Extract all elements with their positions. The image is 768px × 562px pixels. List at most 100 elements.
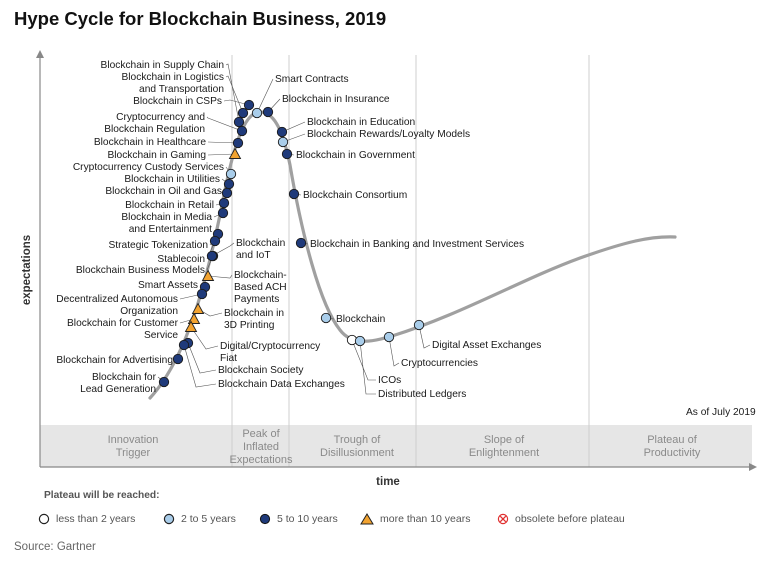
point-marker [196, 288, 208, 300]
point-marker [221, 187, 233, 199]
legend-label-2to5: 2 to 5 years [181, 513, 236, 525]
leader-line [211, 242, 235, 257]
point-label: Blockchain in 3D Printing [224, 308, 284, 331]
point-label: Blockchain for Lead Generation [80, 372, 156, 395]
point-marker [172, 353, 184, 365]
point-label: Digital Asset Exchanges [432, 340, 541, 351]
point-label: Blockchain in Utilities [124, 174, 220, 185]
point-marker [320, 312, 332, 324]
point-label: Digital/Cryptocurrency Fiat [220, 341, 321, 364]
legend-marker-gt10 [360, 513, 374, 525]
y-axis-label: expectations [21, 235, 33, 305]
legend-item-obsolete: obsolete before plateau [497, 513, 625, 525]
leader-line [223, 99, 250, 106]
point-label: Blockchain for Advertising [56, 355, 173, 366]
point-label: Blockchain-Based ACH Payments [234, 270, 287, 305]
chart-title: Hype Cycle for Blockchain Business, 2019 [14, 8, 387, 29]
point-marker [262, 106, 274, 118]
as-of-date: As of July 2019 [686, 407, 756, 418]
x-axis-arrow [749, 463, 757, 471]
point-label: Blockchain in Banking and Investment Ser… [310, 239, 524, 250]
legend-title: Plateau will be reached: [44, 490, 160, 501]
legend-item-gt10: more than 10 years [360, 513, 470, 525]
point-label: Blockchain in Retail [125, 200, 214, 211]
leader-line [190, 326, 219, 350]
point-marker [383, 331, 395, 343]
point-label: Blockchain Consortium [303, 190, 407, 201]
legend-label-lt2: less than 2 years [56, 513, 136, 525]
point-marker [217, 207, 229, 219]
point-marker [228, 147, 242, 159]
point-label: Blockchain in CSPs [133, 96, 222, 107]
point-marker [178, 339, 190, 351]
point-marker [277, 136, 289, 148]
point-marker [243, 99, 255, 111]
point-label: Blockchain [336, 314, 385, 325]
legend-item-lt2: less than 2 years [38, 513, 135, 525]
leader-line [351, 339, 376, 381]
point-marker [354, 335, 366, 347]
point-label: Blockchain in Insurance [282, 94, 390, 105]
leader-line [359, 340, 376, 395]
leader-line [256, 78, 274, 114]
point-label: Cryptocurrency and Blockchain Regulation [104, 112, 205, 135]
point-marker [237, 107, 249, 119]
point-marker [191, 302, 205, 314]
point-label: Blockchain in Education [307, 117, 415, 128]
point-label: Decentralized Autonomous Organization [56, 294, 178, 317]
point-label: Blockchain Business Models [76, 265, 205, 276]
point-label: Blockchain Rewards/Loyalty Models [307, 129, 470, 140]
point-marker [209, 235, 221, 247]
leader-line [418, 324, 431, 349]
point-label: Blockchain and IoT [236, 238, 285, 261]
point-label: Cryptocurrencies [401, 358, 478, 369]
point-label: Smart Assets [138, 280, 198, 291]
point-label: Cryptocurrency Custody Services [73, 162, 224, 173]
point-label: Distributed Ledgers [378, 389, 466, 400]
leader-line [187, 342, 217, 374]
point-marker [225, 168, 237, 180]
point-label: Blockchain in Government [296, 150, 415, 161]
phase-label: Trough of Disillusionment [320, 434, 394, 459]
point-marker [223, 178, 235, 190]
point-label: Blockchain in Oil and Gas [105, 186, 222, 197]
point-marker [295, 237, 307, 249]
point-label: Blockchain in Media and Entertainment [121, 212, 212, 235]
legend-label-5to10: 5 to 10 years [277, 513, 338, 525]
point-marker [251, 107, 263, 119]
point-marker [201, 269, 215, 281]
point-label: Stablecoin [157, 254, 205, 265]
point-marker [158, 376, 170, 388]
point-label: Smart Contracts [275, 74, 349, 85]
point-label: Blockchain in Healthcare [94, 137, 206, 148]
point-marker [233, 116, 245, 128]
legend-marker-5to10 [259, 513, 271, 525]
leader-line [225, 63, 240, 123]
point-label: Strategic Tokenization [109, 240, 208, 251]
point-marker [281, 148, 293, 160]
point-marker [276, 126, 288, 138]
point-marker [206, 250, 218, 262]
point-marker [218, 197, 230, 209]
point-label: Blockchain for Customer Service [67, 318, 179, 341]
legend-marker-lt2 [38, 513, 50, 525]
leader-line [183, 344, 217, 388]
phase-label: Peak of Inflated Expectations [230, 428, 293, 466]
point-marker [413, 319, 425, 331]
point-label: Blockchain in Supply Chain [101, 60, 224, 71]
legend-item-2to5: 2 to 5 years [163, 513, 236, 525]
leader-line [388, 336, 400, 367]
point-marker [232, 137, 244, 149]
legend-marker-obsolete [497, 513, 509, 525]
legend-label-gt10: more than 10 years [380, 513, 471, 525]
leader-line [225, 75, 244, 114]
point-marker [288, 188, 300, 200]
point-label: Blockchain Society [218, 365, 304, 376]
phase-band [40, 425, 752, 467]
point-marker [236, 125, 248, 137]
phase-label: Innovation Trigger [108, 434, 159, 459]
leader-line [207, 274, 233, 279]
legend-marker-2to5 [163, 513, 175, 525]
point-label: Blockchain Data Exchanges [218, 379, 345, 390]
